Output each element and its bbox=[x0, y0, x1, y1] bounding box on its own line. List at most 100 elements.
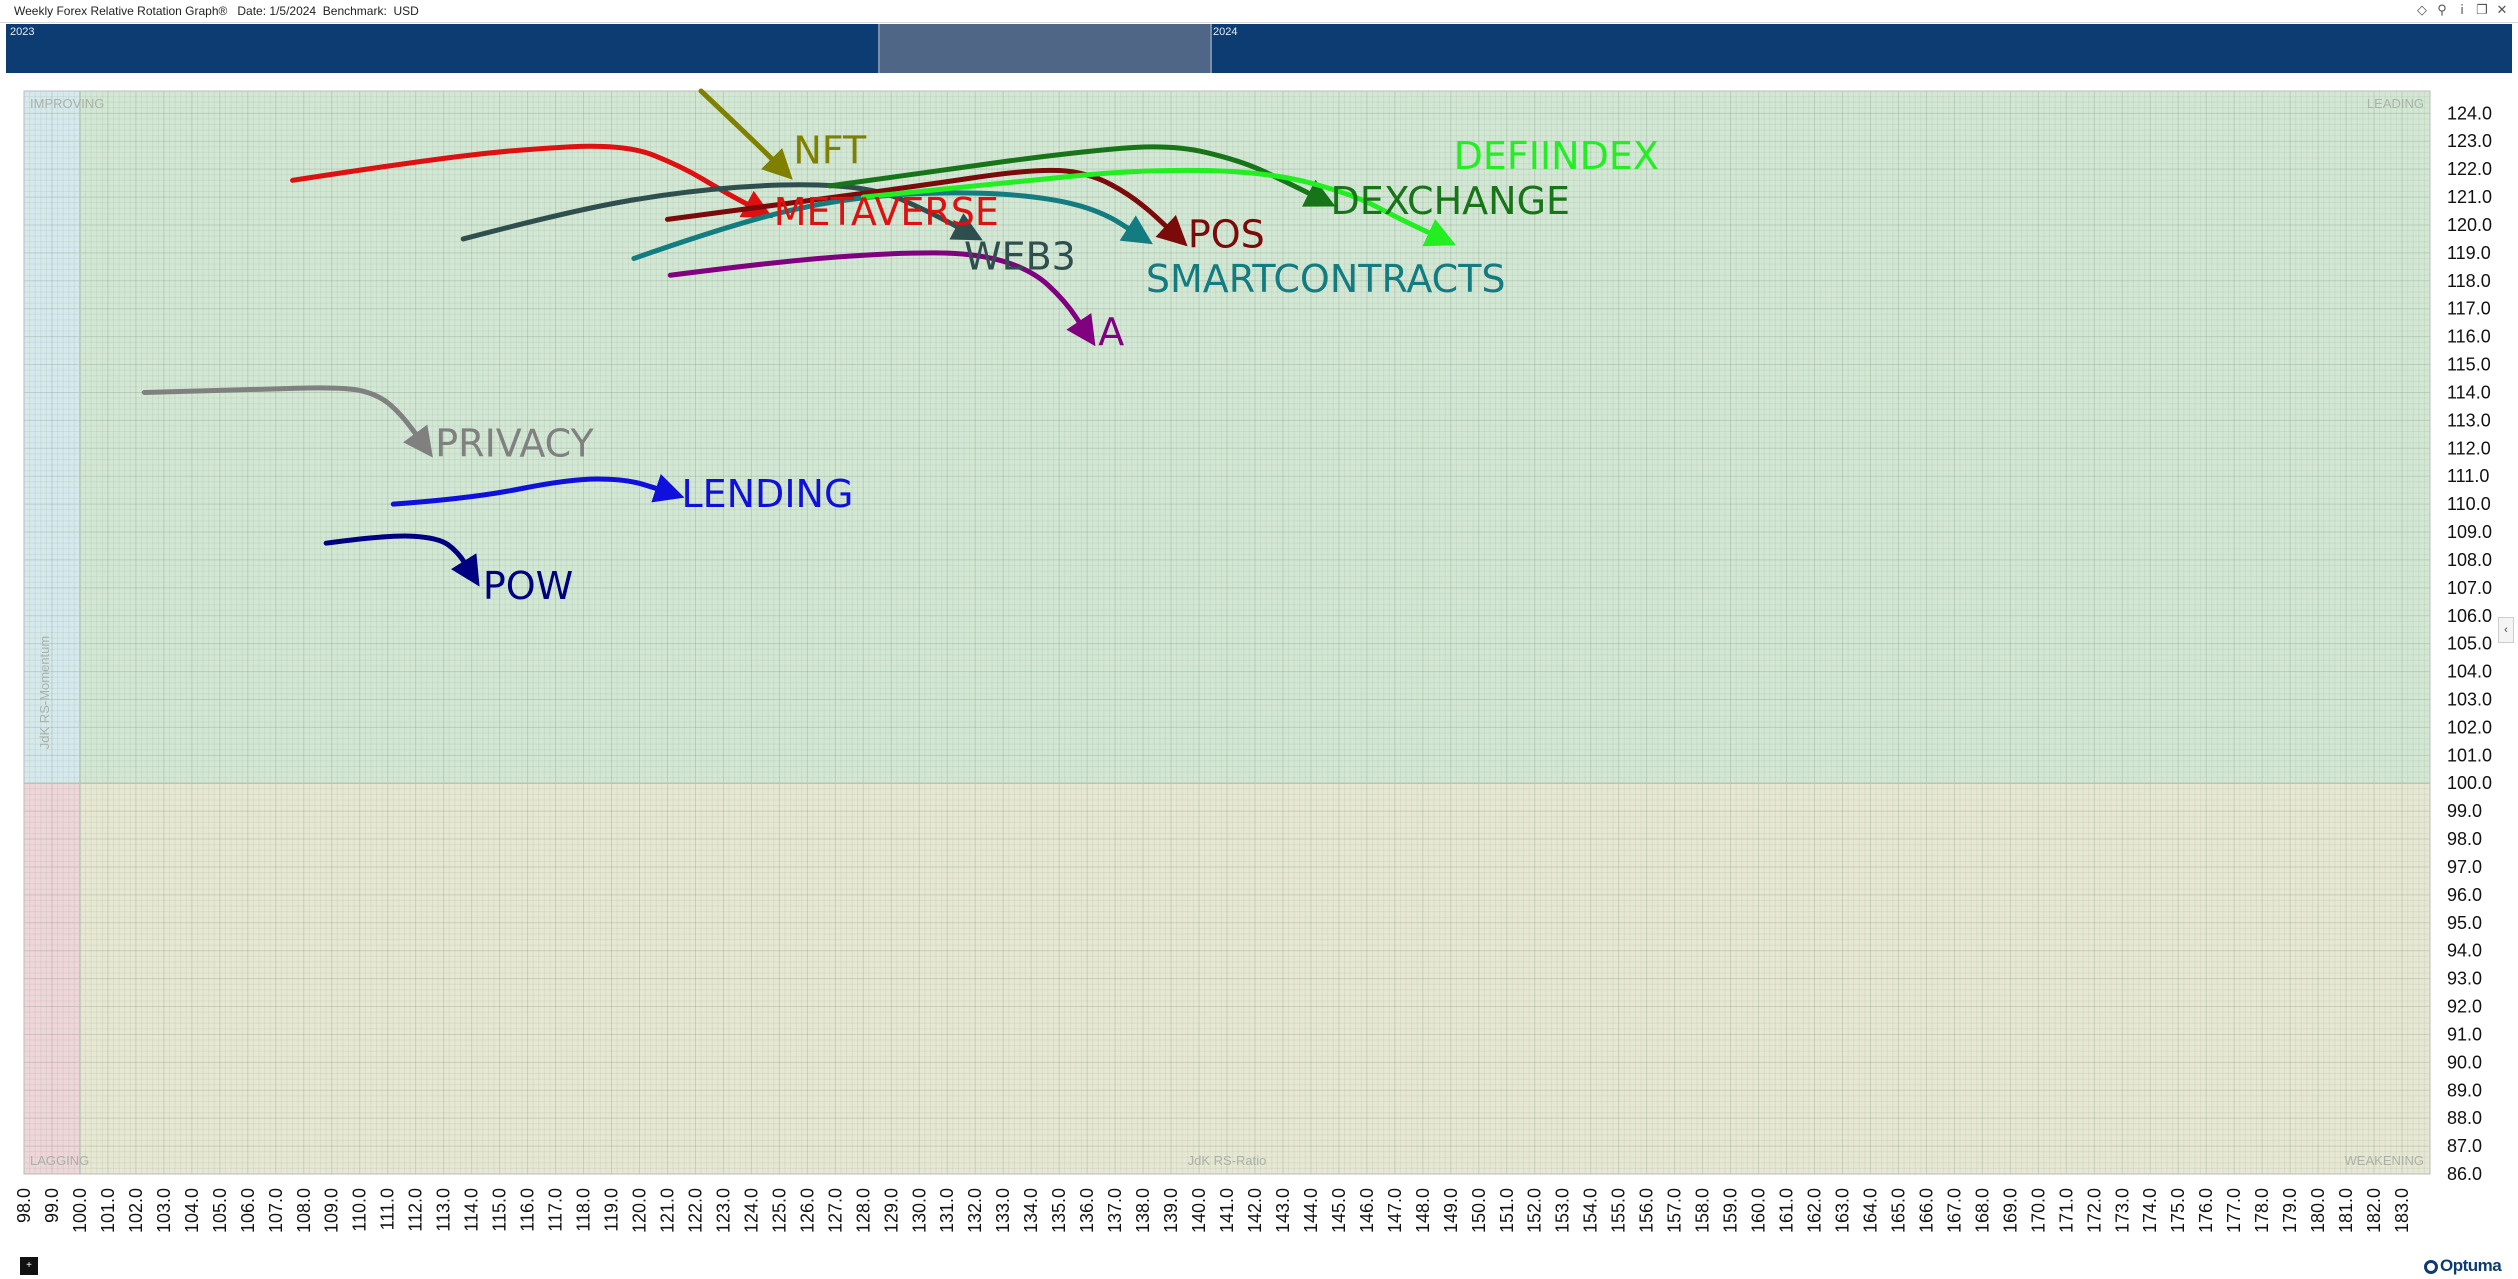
x-tick-label: 151.0 bbox=[1497, 1188, 1517, 1233]
y-tick-label: 96.0 bbox=[2447, 885, 2482, 905]
x-tick-label: 174.0 bbox=[2140, 1188, 2160, 1233]
x-tick-label: 158.0 bbox=[1693, 1188, 1713, 1233]
series-tail-web3 bbox=[460, 182, 983, 242]
y-tick-label: 101.0 bbox=[2447, 745, 2492, 765]
y-tick-label: 97.0 bbox=[2447, 857, 2482, 877]
x-tick-label: 179.0 bbox=[2280, 1188, 2300, 1233]
series-head-dexchange bbox=[1320, 197, 1325, 202]
collapse-panel-button[interactable]: ‹ bbox=[2498, 617, 2514, 643]
x-tick-label: 121.0 bbox=[657, 1188, 677, 1233]
x-tick-label: 133.0 bbox=[993, 1188, 1013, 1233]
x-tick-label: 128.0 bbox=[853, 1188, 873, 1233]
x-tick-label: 120.0 bbox=[629, 1188, 649, 1233]
x-tick-label: 130.0 bbox=[909, 1188, 929, 1233]
window-title: Weekly Forex Relative Rotation Graph® Da… bbox=[14, 4, 419, 18]
y-tick-label: 88.0 bbox=[2447, 1108, 2482, 1128]
x-tick-label: 125.0 bbox=[769, 1188, 789, 1233]
series-head-nft bbox=[780, 167, 785, 172]
x-tick-label: 124.0 bbox=[741, 1188, 761, 1233]
x-tick-label: 126.0 bbox=[797, 1188, 817, 1233]
x-tick-label: 153.0 bbox=[1553, 1188, 1573, 1233]
x-tick-label: 148.0 bbox=[1413, 1188, 1433, 1233]
x-tick-label: 161.0 bbox=[1777, 1188, 1797, 1233]
x-tick-label: 123.0 bbox=[713, 1188, 733, 1233]
x-tick-label: 136.0 bbox=[1077, 1188, 1097, 1233]
series-tail-defiindex bbox=[860, 167, 1457, 247]
x-tick-label: 108.0 bbox=[294, 1188, 314, 1233]
quadrant-label-lagging: LAGGING bbox=[30, 1153, 89, 1168]
series-label-dexchange: DEXCHANGE bbox=[1331, 179, 1571, 223]
x-tick-label: 129.0 bbox=[881, 1188, 901, 1233]
series-tail-dexchange bbox=[827, 144, 1336, 207]
y-tick-label: 110.0 bbox=[2447, 494, 2491, 514]
y-tick-label: 122.0 bbox=[2447, 159, 2492, 179]
x-tick-label: 156.0 bbox=[1637, 1188, 1657, 1233]
y-tick-label: 124.0 bbox=[2447, 103, 2492, 123]
x-tick-label: 113.0 bbox=[434, 1188, 454, 1232]
x-tick-label: 160.0 bbox=[1749, 1188, 1769, 1233]
x-tick-label: 143.0 bbox=[1273, 1188, 1293, 1233]
add-button[interactable]: + bbox=[20, 1257, 38, 1275]
series-label-nft: NFT bbox=[793, 129, 867, 173]
x-tick-label: 168.0 bbox=[1972, 1188, 1992, 1233]
x-tick-label: 135.0 bbox=[1049, 1188, 1069, 1233]
series-head-defiindex bbox=[1440, 236, 1445, 241]
x-tick-label: 109.0 bbox=[322, 1188, 342, 1233]
x-tick-label: 165.0 bbox=[1888, 1188, 1908, 1233]
x-tick-label: 102.0 bbox=[126, 1188, 146, 1233]
series-label-pow: POW bbox=[483, 564, 573, 608]
series-label-defiindex: DEFIINDEX bbox=[1454, 134, 1659, 178]
x-tick-label: 180.0 bbox=[2308, 1188, 2328, 1233]
y-tick-label: 93.0 bbox=[2447, 969, 2482, 989]
close-icon[interactable]: ✕ bbox=[2496, 2, 2508, 17]
x-tick-label: 140.0 bbox=[1189, 1188, 1209, 1233]
x-tick-label: 139.0 bbox=[1161, 1188, 1181, 1233]
x-tick-label: 104.0 bbox=[182, 1188, 202, 1233]
y-tick-label: 119.0 bbox=[2447, 243, 2491, 263]
x-tick-label: 177.0 bbox=[2224, 1188, 2244, 1233]
y-tick-label: 89.0 bbox=[2447, 1080, 2482, 1100]
y-tick-label: 105.0 bbox=[2447, 634, 2492, 654]
x-tick-label: 183.0 bbox=[2392, 1188, 2412, 1233]
quadrant-leading bbox=[79, 91, 2430, 784]
info-icon[interactable]: ⅰ bbox=[2460, 2, 2464, 17]
y-tick-label: 99.0 bbox=[2447, 801, 2482, 821]
x-tick-label: 132.0 bbox=[965, 1188, 985, 1233]
x-tick-label: 119.0 bbox=[602, 1188, 622, 1232]
restore-window-icon[interactable]: ❐ bbox=[2476, 2, 2488, 17]
y-tick-label: 114.0 bbox=[2447, 382, 2491, 402]
x-tick-label: 173.0 bbox=[2112, 1188, 2132, 1233]
series-label-pos: POS bbox=[1188, 212, 1265, 256]
x-tick-label: 181.0 bbox=[2336, 1188, 2356, 1233]
x-tick-label: 176.0 bbox=[2196, 1188, 2216, 1233]
x-tick-label: 149.0 bbox=[1441, 1188, 1461, 1233]
y-tick-label: 113.0 bbox=[2447, 410, 2491, 430]
x-tick-label: 111.0 bbox=[378, 1188, 398, 1230]
y-tick-label: 95.0 bbox=[2447, 913, 2482, 933]
x-tick-label: 175.0 bbox=[2168, 1188, 2188, 1233]
x-tick-label: 118.0 bbox=[574, 1188, 594, 1232]
diamond-icon[interactable]: ◇ bbox=[2417, 2, 2427, 17]
x-tick-label: 117.0 bbox=[546, 1188, 566, 1232]
x-tick-label: 114.0 bbox=[462, 1188, 482, 1232]
plot-frame bbox=[23, 90, 2431, 1175]
x-tick-label: 152.0 bbox=[1525, 1188, 1545, 1233]
pin-icon[interactable]: ⚲ bbox=[2437, 2, 2447, 17]
brand-name: Optuma bbox=[2440, 1256, 2502, 1275]
y-tick-label: 121.0 bbox=[2447, 187, 2492, 207]
quadrant-weakening bbox=[79, 783, 2430, 1174]
y-tick-label: 102.0 bbox=[2447, 717, 2492, 737]
x-tick-label: 116.0 bbox=[518, 1188, 538, 1232]
y-tick-label: 111.0 bbox=[2447, 466, 2489, 486]
optuma-logo-icon bbox=[2424, 1260, 2438, 1274]
timeline-scrubber[interactable]: 2023 2024 bbox=[6, 24, 2512, 73]
y-tick-label: 100.0 bbox=[2447, 773, 2492, 793]
series-head-pos bbox=[1174, 234, 1179, 239]
y-tick-label: 117.0 bbox=[2447, 299, 2491, 319]
series-label-metaverse: METAVERSE bbox=[774, 190, 999, 234]
x-tick-label: 144.0 bbox=[1301, 1188, 1321, 1233]
quadrant-label-weakening: WEAKENING bbox=[2345, 1153, 2424, 1168]
x-tick-label: 115.0 bbox=[490, 1188, 510, 1232]
x-tick-label: 159.0 bbox=[1721, 1188, 1741, 1233]
timeline-selection-window[interactable] bbox=[878, 24, 1212, 73]
